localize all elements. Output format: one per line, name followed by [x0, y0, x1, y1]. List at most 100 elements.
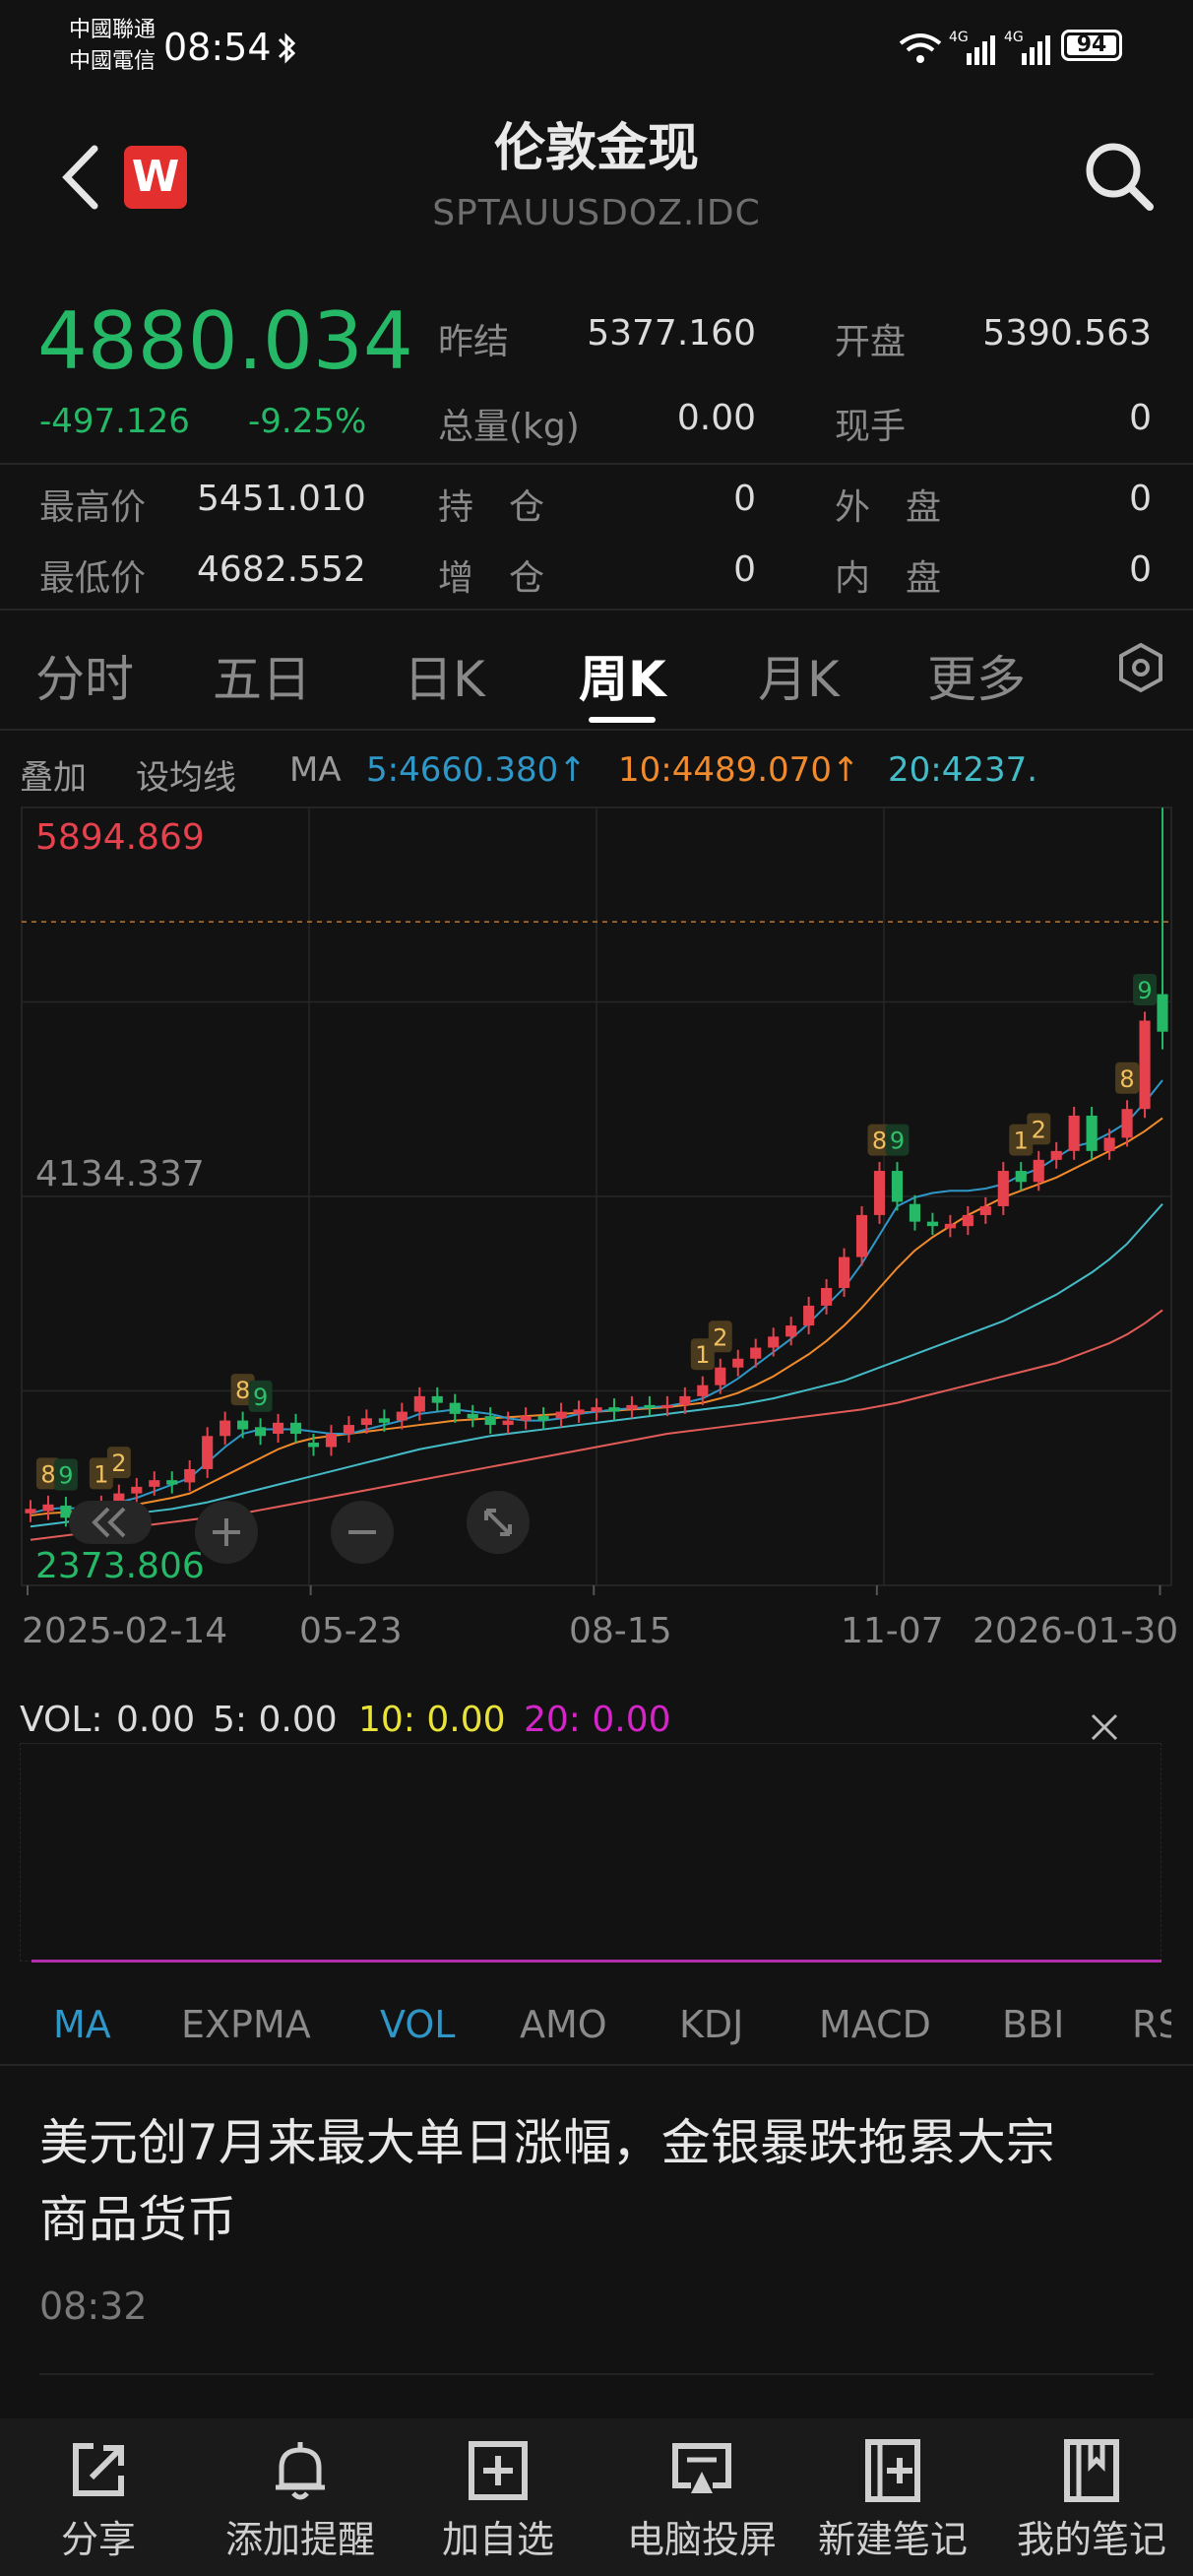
candle-body: [873, 1171, 886, 1215]
td-marker: 2: [111, 1449, 126, 1477]
x-axis-label: 2025-02-14: [22, 1611, 228, 1651]
tab-five-day[interactable]: 五日: [213, 651, 311, 708]
last-price: 4880.034: [37, 295, 413, 387]
search-icon[interactable]: [1083, 140, 1156, 213]
my-notes-icon: [1064, 2439, 1119, 2502]
set-ma-button[interactable]: 设均线: [136, 758, 236, 798]
scroll-left-button[interactable]: [69, 1501, 152, 1544]
candle-body: [166, 1480, 178, 1485]
price-change: -497.126: [39, 402, 190, 441]
td-marker-bg: [53, 1458, 78, 1491]
bottom-nav: [0, 2418, 1193, 2576]
candle-body: [431, 1395, 443, 1403]
news-headline-line2[interactable]: 商品货币: [39, 2191, 236, 2248]
tab-more[interactable]: 更多: [927, 651, 1026, 708]
nav-cast-screen[interactable]: 电脑投屏: [618, 2436, 785, 2563]
vol-ma10: 10: 0.00: [358, 1700, 506, 1740]
candle-body: [449, 1402, 461, 1414]
zoom-out-button[interactable]: [331, 1501, 394, 1564]
indicator-expma[interactable]: EXPMA: [181, 2003, 311, 2046]
news-headline-line1[interactable]: 美元创7月来最大单日涨幅，金银暴跌拖累大宗: [39, 2114, 1055, 2171]
indicator-vol[interactable]: VOL: [380, 2003, 456, 2046]
td-marker-bg: [1133, 974, 1158, 1006]
candle-body: [307, 1443, 320, 1448]
cast-screen-icon: [672, 2443, 731, 2493]
candle-body: [1139, 1020, 1151, 1110]
indicator-macd[interactable]: MACD: [819, 2003, 931, 2046]
candle-body: [1050, 1150, 1062, 1160]
candle-body: [944, 1223, 956, 1229]
nav-add-alert[interactable]: 添加提醒: [217, 2436, 384, 2563]
indicator-rsi[interactable]: RS: [1132, 2003, 1171, 2046]
indicator-bbi[interactable]: BBI: [1002, 2003, 1065, 2046]
candle-body: [679, 1395, 691, 1405]
candle-body: [997, 1171, 1009, 1206]
candle-body: [113, 1493, 125, 1505]
back-arrow-icon[interactable]: [55, 143, 104, 212]
nav-label: 我的笔记: [1016, 2518, 1166, 2561]
x-axis-label: 08-15: [569, 1611, 672, 1651]
candle-body: [1033, 1159, 1044, 1183]
candle-body: [962, 1214, 973, 1227]
candle-body: [378, 1418, 390, 1423]
vol-value: 0.00: [116, 1700, 196, 1740]
nav-share[interactable]: 分享: [39, 2436, 157, 2563]
svg-text:4G: 4G: [1004, 30, 1024, 45]
candle-body: [1103, 1137, 1115, 1151]
divider: [0, 463, 1193, 465]
fullscreen-button[interactable]: [467, 1491, 530, 1554]
overlay-button[interactable]: 叠加: [20, 758, 87, 798]
brand-logo: W: [124, 146, 187, 209]
td-marker: 8: [40, 1460, 55, 1488]
tab-daily-k[interactable]: 日K: [404, 651, 485, 708]
chart-mid-label: 4134.337: [35, 1154, 205, 1194]
td-marker: 8: [1119, 1065, 1134, 1093]
ma20-value: 20:4237.: [888, 750, 1038, 790]
settings-hexagon-icon[interactable]: [1118, 642, 1163, 693]
nav-add-watchlist[interactable]: 加自选: [429, 2436, 567, 2563]
stat-value-open: 5390.563: [982, 313, 1152, 354]
chart-min-label: 2373.806: [35, 1546, 205, 1586]
stat-value-prev-settle: 5377.160: [587, 313, 756, 354]
td-marker: 8: [235, 1377, 250, 1404]
nav-label: 添加提醒: [224, 2518, 375, 2561]
indicator-kdj[interactable]: KDJ: [679, 2003, 744, 2046]
indicator-amo[interactable]: AMO: [520, 2003, 607, 2046]
add-watchlist-icon: [469, 2441, 528, 2500]
candle-body: [25, 1509, 36, 1513]
bell-icon: [276, 2442, 325, 2500]
nav-new-note[interactable]: 新建笔记: [809, 2436, 976, 2563]
candle-body: [537, 1416, 549, 1421]
tab-intraday[interactable]: 分时: [35, 651, 134, 708]
tab-weekly-k[interactable]: 周K: [579, 651, 666, 708]
candle-body: [732, 1358, 744, 1368]
stat-label-low: 最低价: [39, 558, 147, 599]
candle-body: [926, 1221, 938, 1227]
x-axis-label: 05-23: [299, 1611, 403, 1651]
volume-panel: [20, 1743, 1162, 1962]
candle-body: [325, 1434, 338, 1448]
candle-body: [891, 1171, 904, 1202]
td-marker: 9: [1137, 977, 1152, 1004]
candle-body: [1015, 1171, 1027, 1183]
stat-value-inner: 0: [1129, 549, 1152, 590]
plus-icon: [213, 1518, 240, 1546]
tab-monthly-k[interactable]: 月K: [758, 651, 840, 708]
news-time: 08:32: [39, 2285, 148, 2328]
indicator-ma[interactable]: MA: [53, 2003, 111, 2046]
td-marker: 2: [1032, 1116, 1046, 1143]
nav-my-notes[interactable]: 我的笔记: [1008, 2436, 1175, 2563]
nav-label: 加自选: [441, 2518, 554, 2561]
stat-label-prev-settle: 昨结: [438, 322, 510, 362]
page-title: 伦敦金现: [493, 119, 699, 178]
carrier-2: 中國電信: [69, 49, 157, 74]
candle-body: [360, 1418, 372, 1426]
x-axis-label: 11-07: [841, 1611, 944, 1651]
td-marker: 9: [253, 1384, 268, 1411]
close-icon[interactable]: [1087, 1709, 1122, 1745]
zoom-in-button[interactable]: [195, 1501, 258, 1564]
td-marker-bg: [708, 1320, 732, 1353]
stat-label-volume: 总量(kg): [438, 407, 580, 447]
battery-icon: 94: [1061, 30, 1122, 61]
